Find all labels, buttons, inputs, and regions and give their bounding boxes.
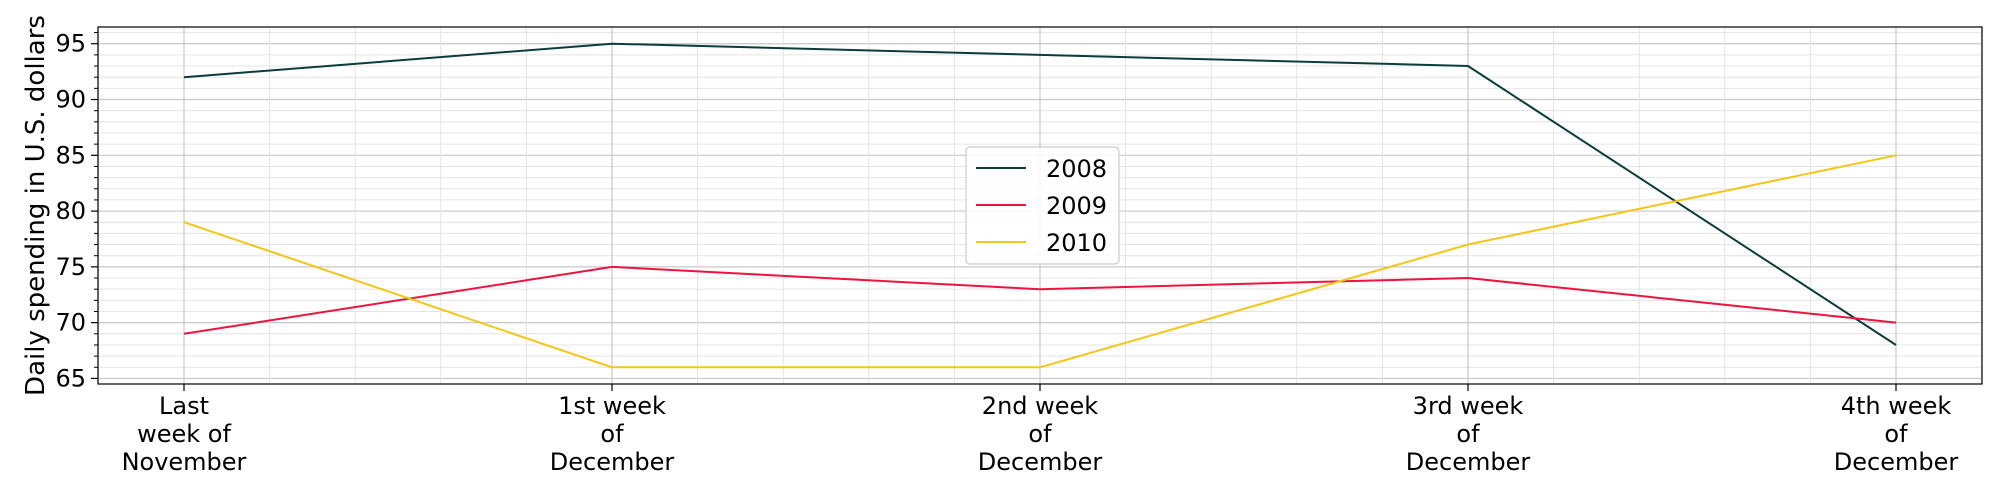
x-tick-label-line: of: [1456, 420, 1480, 448]
series-line-2008: [183, 42, 1897, 346]
legend-label: 2009: [1046, 192, 1107, 220]
x-tick-label: 3rd week of December: [1406, 392, 1531, 476]
legend-label: 2008: [1046, 155, 1107, 183]
x-tick-label-line: December: [1406, 448, 1531, 476]
x-tick-label-line: 4th week: [1841, 392, 1952, 420]
y-tick-label: 70: [55, 309, 86, 337]
legend-box: [965, 146, 1120, 265]
x-tick-label-line: week of: [137, 420, 231, 448]
series-line-2009: [183, 265, 1897, 335]
x-tick-label: Last week of November: [122, 392, 247, 476]
x-tick-label-line: December: [978, 448, 1103, 476]
x-tick-label-line: December: [550, 448, 675, 476]
series-line-2010: [183, 154, 1897, 369]
x-tick-label-line: of: [1884, 420, 1908, 448]
x-tick-label: 4th week of December: [1834, 392, 1959, 476]
legend-label: 2010: [1046, 229, 1107, 257]
x-tick-label-line: 2nd week: [982, 392, 1099, 420]
y-tick-label: 80: [55, 197, 86, 225]
series-lines: [183, 42, 1897, 369]
y-tick-label: 90: [55, 86, 86, 114]
y-tick-label: 65: [55, 364, 86, 392]
legend: 2008 2009 2010: [965, 146, 1120, 265]
y-tick-label: 95: [55, 30, 86, 58]
x-tick-label: 1st week of December: [550, 392, 675, 476]
y-tick-label: 75: [55, 253, 86, 281]
y-axis-title: Daily spending in U.S. dollars: [21, 15, 51, 396]
x-tick-label-line: 3rd week: [1413, 392, 1524, 420]
x-tick-label-line: Last: [159, 392, 209, 420]
y-axis: 65 70 75 80 85 90 95: [55, 30, 98, 392]
x-tick-label-line: November: [122, 448, 247, 476]
x-tick-label-line: of: [1028, 420, 1052, 448]
x-tick-label-line: December: [1834, 448, 1959, 476]
x-tick-label-line: of: [600, 420, 624, 448]
x-tick-label: 2nd week of December: [978, 392, 1103, 476]
y-tick-label: 85: [55, 141, 86, 169]
x-tick-label-line: 1st week: [558, 392, 666, 420]
